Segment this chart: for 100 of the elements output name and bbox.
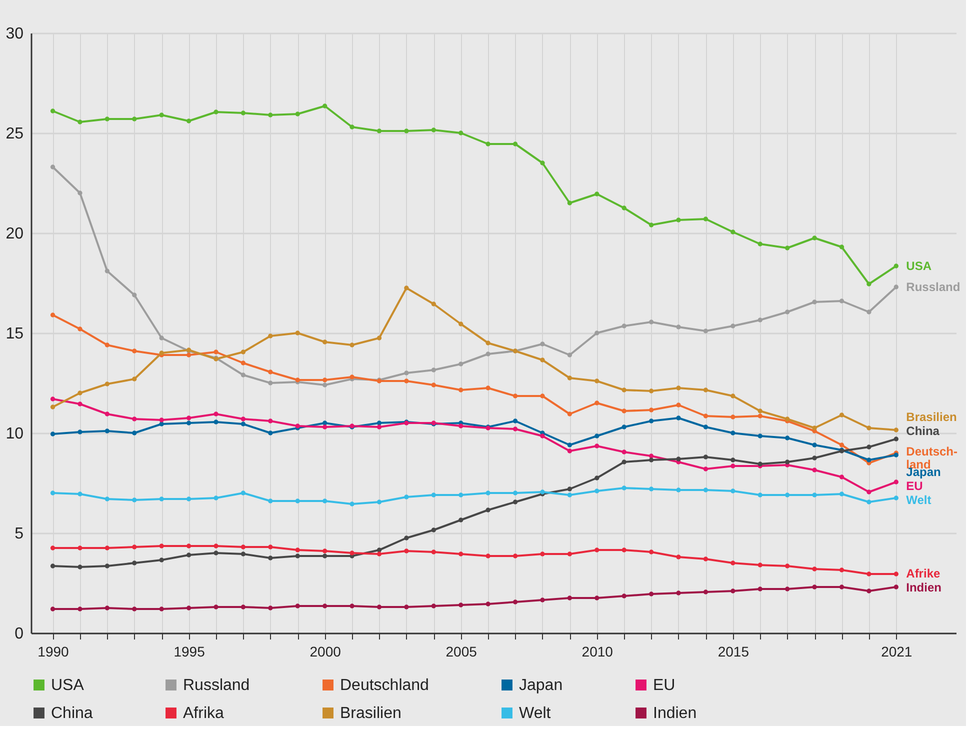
point <box>676 590 681 596</box>
annotation: EU <box>906 478 923 493</box>
point <box>240 372 246 378</box>
point <box>594 444 600 448</box>
point <box>50 490 56 496</box>
point <box>758 408 762 414</box>
legend-label: USA <box>51 677 84 694</box>
point <box>132 292 137 298</box>
point <box>431 550 436 554</box>
point <box>812 426 817 430</box>
point <box>214 412 218 416</box>
point <box>703 466 708 472</box>
point <box>186 416 192 420</box>
point <box>648 320 654 324</box>
point <box>594 378 600 384</box>
point <box>350 124 354 130</box>
point <box>186 420 192 426</box>
point <box>703 424 708 430</box>
point <box>458 322 464 326</box>
point <box>812 492 817 498</box>
point <box>404 494 409 500</box>
point <box>648 592 654 596</box>
y-tick-label: 20 <box>6 226 24 242</box>
point <box>322 498 328 504</box>
point <box>486 142 490 146</box>
point <box>730 414 736 420</box>
point <box>268 380 273 386</box>
point <box>676 456 681 462</box>
point <box>50 546 56 550</box>
point <box>295 604 300 608</box>
point <box>78 190 82 196</box>
point <box>186 496 192 502</box>
point <box>50 564 56 568</box>
point <box>540 342 545 346</box>
point <box>839 412 844 418</box>
point <box>894 436 898 442</box>
point <box>784 310 790 314</box>
point <box>431 382 436 388</box>
point <box>648 388 654 394</box>
point <box>839 442 844 448</box>
point <box>404 548 409 554</box>
point <box>458 602 464 608</box>
point <box>784 246 790 250</box>
point <box>594 330 600 336</box>
annotation: Indien <box>906 580 942 594</box>
point <box>458 388 464 392</box>
point <box>159 606 164 612</box>
point <box>622 548 626 552</box>
point <box>132 498 137 502</box>
point <box>567 448 572 454</box>
x-tick-label: 2021 <box>881 644 912 660</box>
point <box>50 396 56 402</box>
point <box>78 492 82 496</box>
point <box>512 490 518 496</box>
point <box>486 554 490 558</box>
point <box>567 200 572 206</box>
point <box>132 416 137 422</box>
point <box>540 552 545 556</box>
point <box>486 386 490 390</box>
point <box>567 552 572 556</box>
point <box>594 488 600 494</box>
legend-label: Russland <box>183 677 250 694</box>
point <box>676 554 681 560</box>
point <box>622 424 626 430</box>
point <box>268 370 273 374</box>
point <box>159 496 164 502</box>
point <box>104 606 110 610</box>
point <box>622 594 626 598</box>
point <box>812 236 817 240</box>
point <box>322 424 328 430</box>
point <box>703 454 708 460</box>
point <box>322 548 328 554</box>
point <box>431 128 436 132</box>
point <box>268 606 273 610</box>
point <box>431 302 436 306</box>
point <box>784 460 790 464</box>
point <box>186 606 192 610</box>
point <box>894 480 898 484</box>
point <box>758 434 762 438</box>
point <box>268 430 273 436</box>
point <box>648 418 654 424</box>
point <box>240 110 246 116</box>
point <box>376 420 382 426</box>
point <box>458 492 464 498</box>
point <box>839 584 844 590</box>
point <box>866 426 872 430</box>
point <box>567 376 572 380</box>
y-tick-label: 10 <box>6 426 24 442</box>
point <box>894 284 898 290</box>
point <box>512 418 518 424</box>
point <box>159 422 164 426</box>
point <box>78 564 82 570</box>
point <box>648 458 654 462</box>
point <box>648 408 654 412</box>
point <box>594 548 600 552</box>
point <box>132 376 137 382</box>
point <box>376 128 382 134</box>
point <box>866 572 872 576</box>
point <box>322 382 328 388</box>
point <box>866 490 872 494</box>
